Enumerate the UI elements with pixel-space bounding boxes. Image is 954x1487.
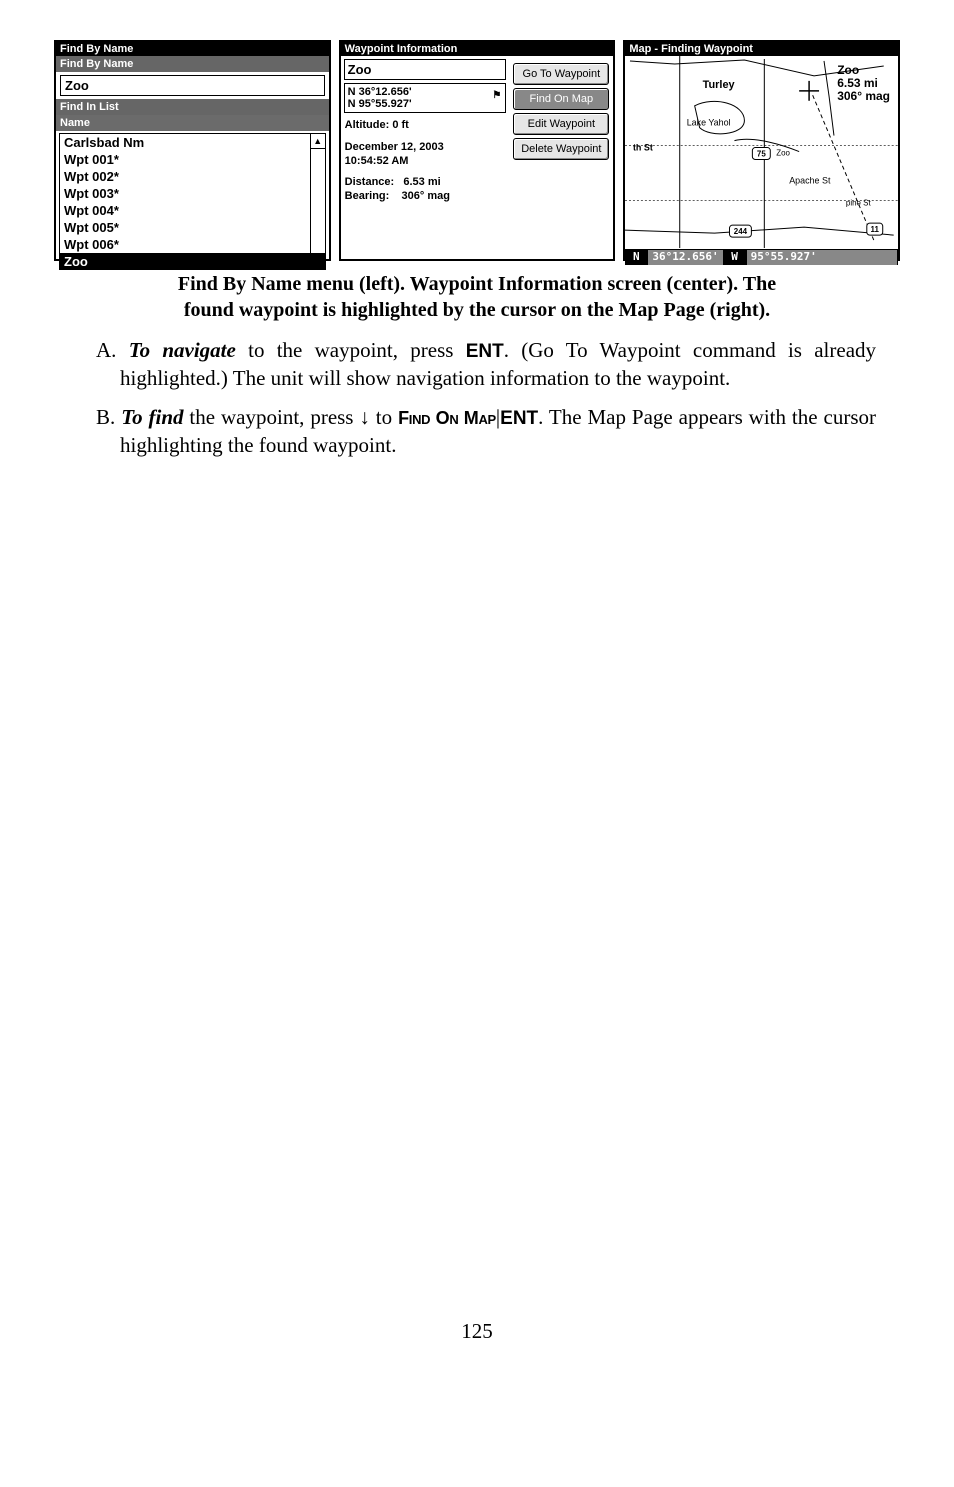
- map-label-pine: pine St: [846, 198, 872, 207]
- svg-text:11: 11: [871, 225, 880, 234]
- map-label-turley: Turley: [703, 79, 736, 91]
- para-a-strong: To navigate: [129, 338, 236, 362]
- map-label-lake: Lake Yahol: [687, 118, 731, 128]
- bearing-value: 306° mag: [402, 190, 450, 202]
- list-item[interactable]: Wpt 001*: [60, 151, 325, 168]
- name-column-header: Name: [56, 115, 329, 131]
- para-b-lead: B.: [96, 405, 121, 429]
- scroll-down-icon[interactable]: ▼: [311, 254, 325, 269]
- delete-waypoint-button[interactable]: Delete Waypoint: [513, 138, 609, 160]
- map-window: Map - Finding Waypoint: [623, 40, 900, 261]
- page-number: 125: [54, 1319, 900, 1344]
- para-a-text1: to the waypoint, press: [236, 338, 466, 362]
- info-details: Zoo N 36°12.656' N 95°55.927' ⚑ Altitude…: [341, 56, 510, 261]
- edit-waypoint-button[interactable]: Edit Waypoint: [513, 113, 609, 135]
- status-n-label: N: [625, 250, 648, 265]
- distance-value: 6.53 mi: [403, 176, 440, 188]
- window-title: Waypoint Information: [341, 42, 614, 56]
- svg-text:75: 75: [757, 150, 766, 159]
- goto-waypoint-button[interactable]: Go To Waypoint: [513, 63, 609, 85]
- figure-caption: Find By Name menu (left). Waypoint Infor…: [54, 271, 900, 323]
- list-item[interactable]: Wpt 006*: [60, 236, 325, 253]
- find-on-map-button[interactable]: Find On Map: [513, 88, 609, 110]
- button-column: Go To Waypoint Find On Map Edit Waypoint…: [509, 56, 613, 261]
- map-info-overlay: Zoo 6.53 mi 306° mag: [837, 64, 890, 104]
- waypoint-list[interactable]: Carlsbad Nm Wpt 001* Wpt 002* Wpt 003* W…: [59, 133, 326, 270]
- map-status-bar: N 36°12.656' W 95°55.927': [625, 249, 898, 265]
- para-b-strong: To find: [121, 405, 183, 429]
- para-a-lead: A.: [96, 338, 129, 362]
- paragraph-b: B. To find the waypoint, press ↓ to Find…: [96, 404, 876, 459]
- find-on-map-label: Find On Map: [398, 408, 496, 428]
- section-find-by-name: Find By Name: [56, 56, 329, 72]
- list-item[interactable]: Zoo: [60, 253, 325, 270]
- scroll-up-icon[interactable]: ▲: [311, 134, 325, 149]
- list-item[interactable]: Wpt 005*: [60, 219, 325, 236]
- waypoint-name-field[interactable]: Zoo: [344, 59, 507, 80]
- screenshot-row: Find By Name Find By Name Zoo Find In Li…: [54, 40, 900, 261]
- waypoint-pin-icon: ⚑: [492, 90, 501, 101]
- map-label-apache: Apache St: [790, 175, 832, 185]
- ent-key-label: ENT: [466, 341, 504, 362]
- para-b-text1: the waypoint, press ↓ to: [184, 405, 399, 429]
- find-name-input[interactable]: Zoo: [60, 75, 325, 96]
- window-title: Find By Name: [56, 42, 329, 56]
- distance-label: Distance:: [345, 176, 395, 188]
- ent-key-label: ENT: [500, 408, 538, 429]
- paragraph-a: A. To navigate to the waypoint, press EN…: [96, 337, 876, 392]
- waypoint-info-window: Waypoint Information Zoo N 36°12.656' N …: [339, 40, 616, 261]
- coord-line: N 36°12.656': [348, 86, 503, 98]
- map-label-zoo: Zoo: [777, 149, 791, 158]
- svg-text:244: 244: [734, 227, 748, 236]
- bearing-label: Bearing:: [345, 190, 390, 202]
- date-line: December 12, 2003: [345, 141, 506, 155]
- coord-line: N 95°55.927': [348, 98, 503, 110]
- list-item[interactable]: Wpt 002*: [60, 168, 325, 185]
- altitude-label: Altitude: 0 ft: [341, 117, 510, 135]
- section-find-in-list: Find In List: [56, 99, 329, 115]
- overlay-bearing: 306° mag: [837, 90, 890, 103]
- caption-line2: found waypoint is highlighted by the cur…: [184, 299, 770, 321]
- list-item[interactable]: Wpt 003*: [60, 185, 325, 202]
- list-item[interactable]: Carlsbad Nm: [60, 134, 325, 151]
- window-title: Map - Finding Waypoint: [625, 42, 898, 56]
- find-by-name-window: Find By Name Find By Name Zoo Find In Li…: [54, 40, 331, 261]
- status-lon: 95°55.927': [747, 250, 898, 265]
- time-line: 10:54:52 AM: [345, 155, 506, 169]
- map-canvas[interactable]: 75 244 11 Turley Lake Yahol th St Apache…: [625, 56, 898, 249]
- list-item[interactable]: Wpt 004*: [60, 202, 325, 219]
- status-w-label: W: [724, 250, 747, 265]
- status-lat: 36°12.656': [648, 250, 723, 265]
- map-label-thst: th St: [633, 143, 653, 153]
- caption-line1: Find By Name menu (left). Waypoint Infor…: [178, 273, 776, 295]
- coordinates-field[interactable]: N 36°12.656' N 95°55.927' ⚑: [344, 83, 507, 113]
- scrollbar[interactable]: ▲ ▼: [310, 134, 325, 269]
